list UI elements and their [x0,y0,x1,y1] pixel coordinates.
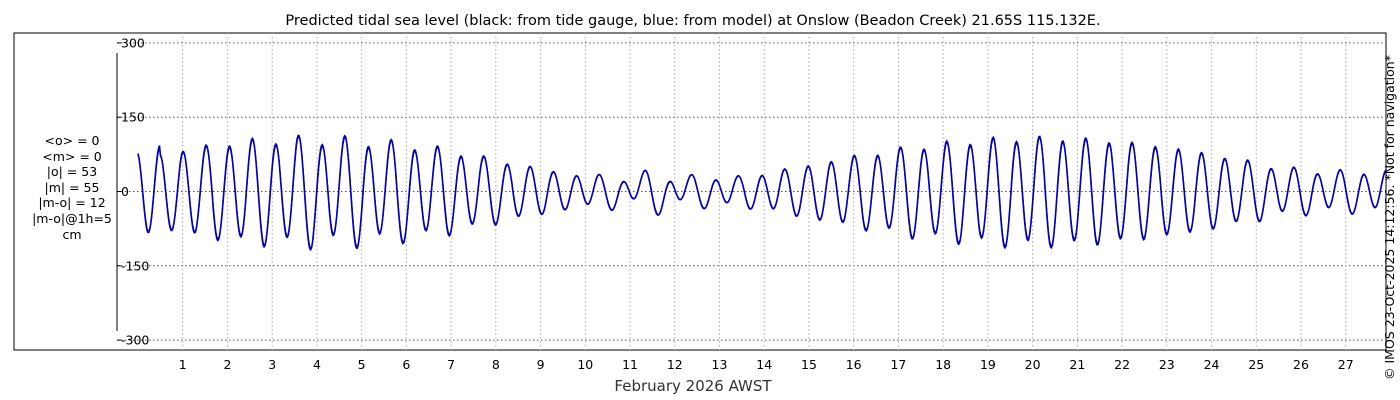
statistics-panel: <o> = 0 <m> = 0 |o| = 53 |m| = 55 |m-o| … [18,133,126,242]
y-tick-label: 300 [121,35,145,50]
x-tick-label: 3 [268,357,276,372]
x-tick-label: 22 [1114,357,1130,372]
x-tick-label: 26 [1293,357,1309,372]
stat-mean-model: <m> = 0 [42,148,102,164]
grid [117,33,1386,350]
stat-abs-model: |m| = 55 [44,179,100,195]
x-tick-label: 27 [1338,357,1354,372]
x-tick-label: 1 [179,357,187,372]
series-group [137,134,1387,252]
stat-abs-diff: |m-o| = 12 [38,195,106,211]
model-line [137,134,1387,252]
x-tick-label: 18 [935,357,951,372]
plot-frame [13,32,1387,351]
x-tick-label: 6 [402,357,410,372]
x-axis-label: February 2026 AWST [614,377,772,395]
x-tick-label: 24 [1204,357,1220,372]
x-tick-label: 19 [980,357,996,372]
x-tick-label: 7 [447,357,455,372]
x-axis: 1 2 3 4 5 6 7 8 9 10 11 12 13 14 15 16 17 18 19 20 21 22 23 24 2… [179,357,1354,372]
x-tick-label: 8 [492,357,500,372]
x-tick-label: 14 [756,357,772,372]
x-tick-label: 23 [1159,357,1175,372]
x-tick-label: 16 [846,357,862,372]
stat-abs-diff-1h: |m-o|@1h=5 [32,210,112,226]
x-tick-label: 11 [622,357,638,372]
y-tick-label: 0 [121,184,129,199]
x-tick-label: 2 [223,357,231,372]
x-tick-label: 10 [577,357,593,372]
x-tick-label: 12 [667,357,683,372]
stat-mean-obs: <o> = 0 [44,133,100,148]
y-tick-label: -150 [121,258,149,273]
x-tick-label: 4 [313,357,321,372]
x-tick-label: 25 [1248,357,1264,372]
stat-unit: cm [62,226,82,242]
stat-abs-obs: |o| = 53 [46,164,98,180]
x-tick-label: 17 [890,357,906,372]
y-tick-label: -300 [121,333,149,348]
x-tick-label: 9 [537,357,545,372]
x-tick-label: 21 [1069,357,1085,372]
tide-gauge-line [137,135,1387,250]
x-tick-label: 15 [801,357,817,372]
copyright-notice: © IMOS 23-Oct-2025 14:12:56. *Not for na… [1382,55,1397,380]
y-axis: -300 -150 0 150 300 [117,35,149,348]
y-tick-label: 150 [121,110,145,125]
chart-title: Predicted tidal sea level (black: from t… [285,13,1100,29]
x-tick-label: 20 [1025,357,1041,372]
x-tick-label: 13 [712,357,728,372]
x-tick-label: 5 [358,357,366,372]
